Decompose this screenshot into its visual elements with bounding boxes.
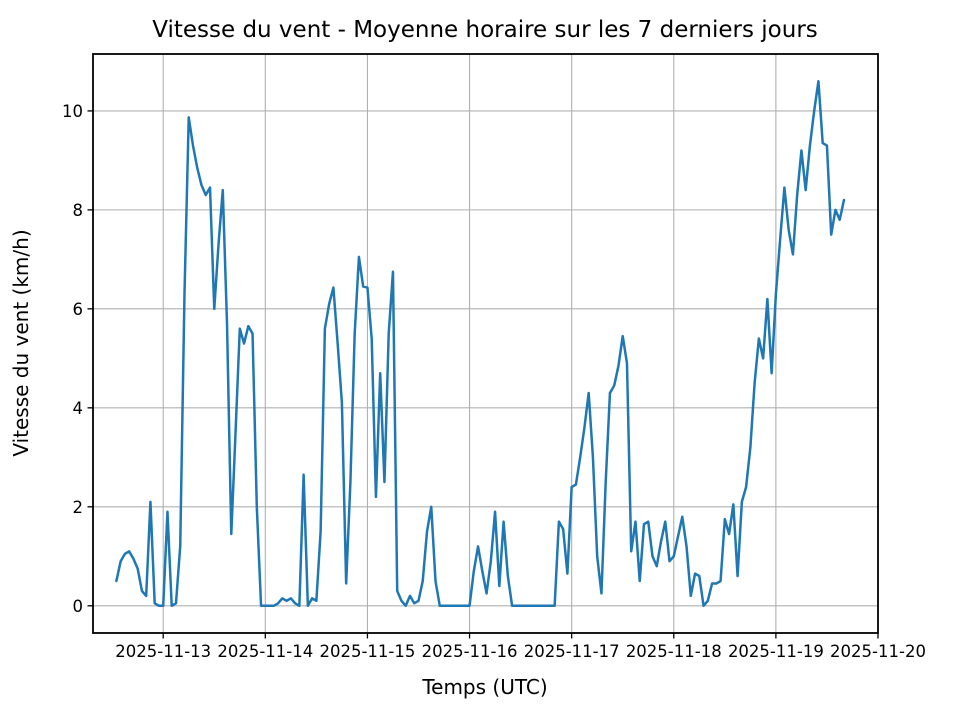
tick-labels: 2025-11-13 2025-11-14 2025-11-15 2025-11-16… [62, 102, 926, 661]
y-tick-label: 8 [73, 201, 84, 220]
plot-area-border [92, 53, 879, 634]
x-axis-label: Temps (UTC) [421, 675, 547, 699]
x-tick-label: 2025-11-16 [422, 642, 518, 661]
y-axis-label: Vitesse du vent (km/h) [9, 229, 33, 456]
x-tick-label: 2025-11-17 [524, 642, 620, 661]
axis-ticks [87, 110, 879, 639]
y-tick-label: 2 [73, 498, 84, 517]
x-tick-label: 2025-11-20 [830, 642, 926, 661]
y-tick-label: 4 [73, 399, 84, 418]
wind-speed-line [115, 79, 846, 608]
y-tick-label: 10 [62, 102, 83, 121]
grid-lines [93, 54, 879, 633]
x-tick-label: 2025-11-13 [115, 642, 211, 661]
x-tick-label: 2025-11-14 [217, 642, 313, 661]
y-tick-label: 6 [73, 300, 84, 319]
chart-title: Vitesse du vent - Moyenne horaire sur le… [152, 17, 818, 43]
x-tick-label: 2025-11-19 [728, 642, 824, 661]
x-tick-label: 2025-11-18 [626, 642, 722, 661]
x-tick-label: 2025-11-15 [319, 642, 415, 661]
y-tick-label: 0 [73, 597, 84, 616]
wind-speed-series [115, 79, 846, 608]
